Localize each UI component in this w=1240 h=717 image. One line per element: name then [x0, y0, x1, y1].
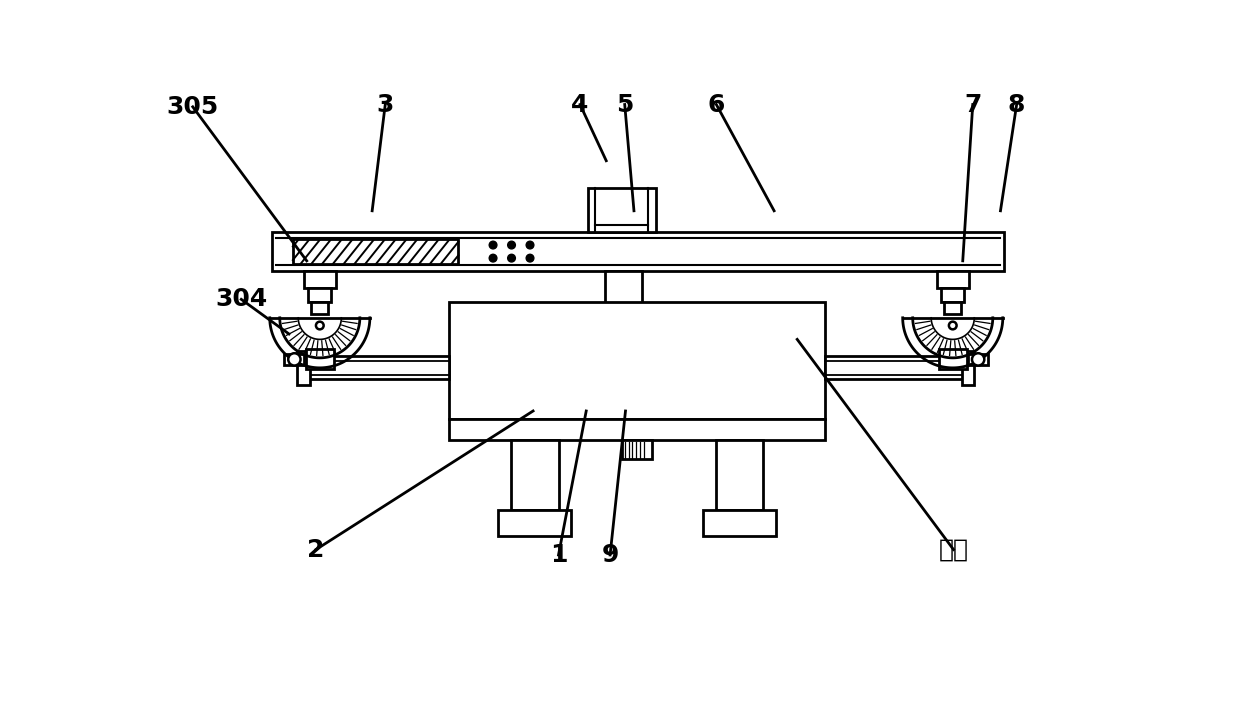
Bar: [309, 356, 449, 379]
Bar: [703, 510, 776, 536]
Bar: [622, 440, 652, 460]
Bar: [304, 271, 336, 288]
Bar: [306, 349, 334, 369]
Text: 6: 6: [708, 92, 725, 117]
Circle shape: [526, 255, 534, 262]
Bar: [715, 440, 764, 510]
Circle shape: [490, 255, 497, 262]
Bar: [825, 356, 963, 379]
Bar: [936, 271, 968, 288]
Bar: [293, 239, 459, 264]
Circle shape: [507, 241, 516, 249]
Bar: [941, 288, 965, 302]
Text: 304: 304: [215, 288, 268, 311]
Bar: [284, 354, 304, 365]
Bar: [272, 232, 1003, 271]
Bar: [588, 188, 656, 232]
Bar: [498, 510, 570, 536]
Circle shape: [972, 353, 985, 366]
Text: 1: 1: [549, 543, 567, 567]
Text: 4: 4: [572, 92, 589, 117]
Bar: [968, 354, 988, 365]
Bar: [309, 288, 331, 302]
Text: 5: 5: [616, 92, 634, 117]
Bar: [945, 302, 961, 314]
Circle shape: [490, 241, 497, 249]
Bar: [311, 302, 329, 314]
Bar: [605, 271, 642, 365]
Text: 305: 305: [166, 95, 219, 119]
Text: 工件: 工件: [939, 538, 968, 561]
Text: 2: 2: [308, 538, 325, 561]
Bar: [449, 419, 825, 440]
Circle shape: [507, 255, 516, 262]
Text: 3: 3: [377, 92, 394, 117]
Text: 9: 9: [601, 543, 619, 567]
Circle shape: [526, 241, 534, 249]
Text: 8: 8: [1008, 92, 1025, 117]
Circle shape: [949, 322, 956, 329]
Bar: [449, 302, 825, 419]
Bar: [962, 351, 975, 385]
Bar: [939, 349, 967, 369]
Text: 7: 7: [963, 92, 981, 117]
Circle shape: [316, 322, 324, 329]
Bar: [511, 440, 558, 510]
Bar: [298, 351, 310, 385]
Circle shape: [288, 353, 300, 366]
